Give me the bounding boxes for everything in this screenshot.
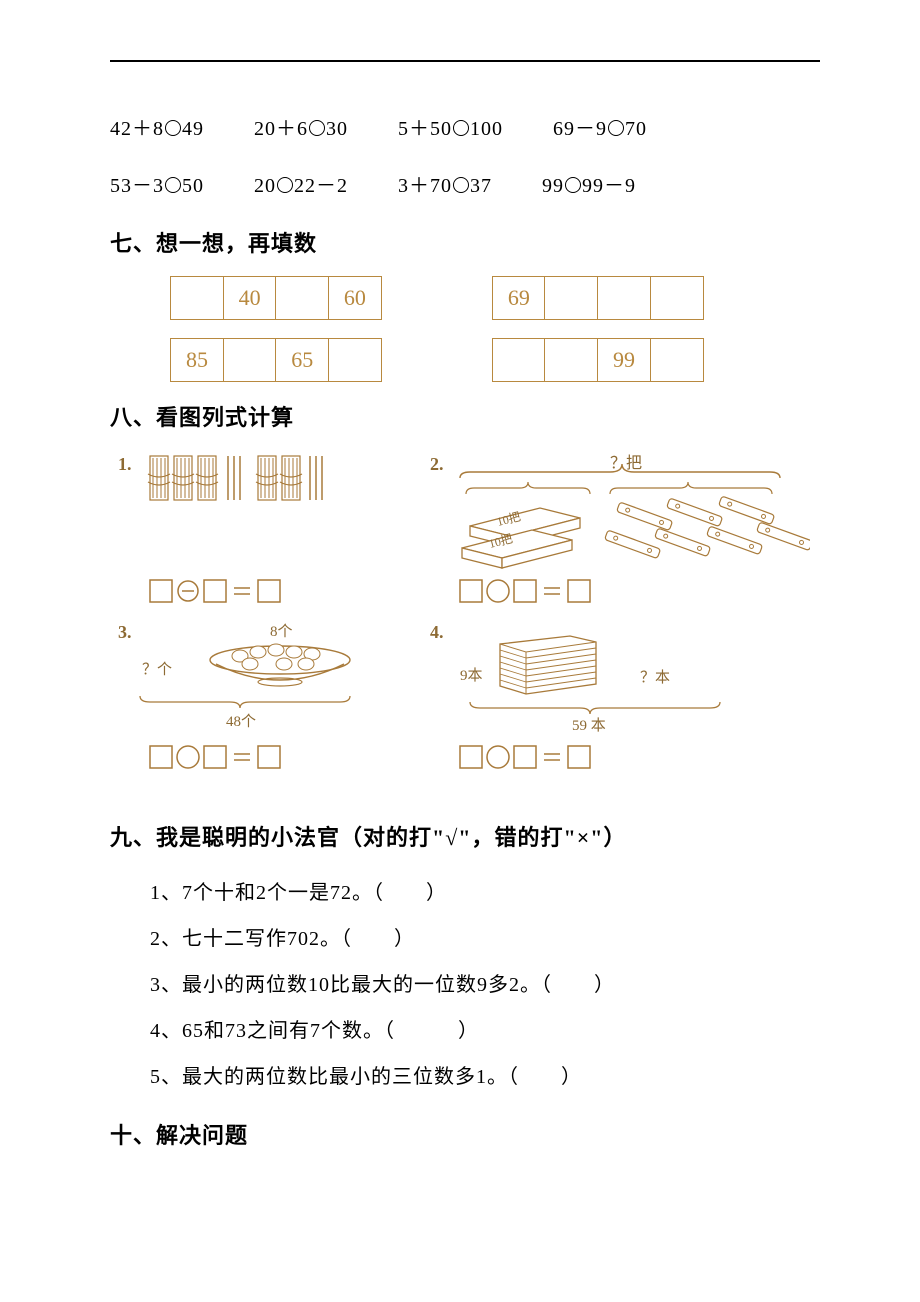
cell <box>597 276 651 320</box>
figure-problems: 1. 2. ？把 <box>110 450 820 790</box>
cell <box>223 338 277 382</box>
q4-59-label: 59 本 <box>572 717 606 734</box>
expr-cell: 69－970 <box>553 112 647 141</box>
expr-cell: 2022－2 <box>254 169 348 198</box>
q3-8-label: 8个 <box>270 623 293 640</box>
judge-item: 5、最大的两位数比最小的三位数多1。（ ） <box>150 1054 820 1100</box>
cell <box>544 338 598 382</box>
expr-cell: 42＋849 <box>110 112 204 141</box>
table-row: 69 <box>492 276 704 320</box>
cell <box>492 338 546 382</box>
worksheet-page: 42＋849 20＋630 5＋50100 69－970 53－350 2022… <box>0 0 920 1228</box>
table-row: 40 60 <box>170 276 382 320</box>
cell <box>650 338 704 382</box>
table-row: 99 <box>492 338 704 382</box>
circle-icon <box>453 120 469 136</box>
bowl-icon <box>210 644 350 686</box>
cell <box>170 276 224 320</box>
q2-top-label: ？把 <box>610 454 642 472</box>
cell <box>650 276 704 320</box>
circle-icon <box>565 177 581 193</box>
q4-q-label: ？本 <box>640 669 670 686</box>
expr-cell: 53－350 <box>110 169 204 198</box>
circle-icon <box>165 177 181 193</box>
circle-icon <box>165 120 181 136</box>
expr-row-2: 53－350 2022－2 3＋7037 9999－9 <box>110 169 820 198</box>
expr-row-1: 42＋849 20＋630 5＋50100 69－970 <box>110 112 820 141</box>
cell: 60 <box>328 276 382 320</box>
cell: 85 <box>170 338 224 382</box>
table-left: 40 60 85 65 <box>170 276 382 382</box>
top-rule <box>110 60 820 62</box>
heading-8: 八、看图列式计算 <box>110 400 820 432</box>
circle-icon <box>608 120 624 136</box>
problems-svg: 1. 2. ？把 <box>110 450 810 790</box>
expr-cell: 3＋7037 <box>398 169 492 198</box>
judge-item: 4、65和73之间有7个数。（ ） <box>150 1008 820 1054</box>
cell <box>328 338 382 382</box>
expr-cell: 9999－9 <box>542 169 636 198</box>
table-row: 85 65 <box>170 338 382 382</box>
cell: 65 <box>275 338 329 382</box>
judge-item: 2、七十二写作702。（ ） <box>150 916 820 962</box>
book-stack-icon <box>500 636 596 694</box>
fill-number-tables: 40 60 85 65 69 99 <box>170 276 820 382</box>
heading-10: 十、解决问题 <box>110 1118 820 1150</box>
circle-icon <box>277 177 293 193</box>
cell: 99 <box>597 338 651 382</box>
cell <box>275 276 329 320</box>
rulers-icon <box>605 496 810 559</box>
q3-48-label: 48个 <box>226 713 256 730</box>
q3-label: 3. <box>118 622 132 642</box>
q3-q-label: ？个 <box>142 661 172 678</box>
q1-label: 1. <box>118 454 132 474</box>
judge-list: 1、7个十和2个一是72。（ ） 2、七十二写作702。（ ） 3、最小的两位数… <box>150 870 820 1100</box>
cell: 40 <box>223 276 277 320</box>
q2-label: 2. <box>430 454 444 474</box>
q4-label: 4. <box>430 622 444 642</box>
judge-item: 3、最小的两位数10比最大的一位数9多2。（ ） <box>150 962 820 1008</box>
heading-7: 七、想一想，再填数 <box>110 226 820 258</box>
circle-icon <box>309 120 325 136</box>
q4-9-label: 9本 <box>460 667 483 684</box>
judge-item: 1、7个十和2个一是72。（ ） <box>150 870 820 916</box>
table-right: 69 99 <box>492 276 704 382</box>
cell: 69 <box>492 276 546 320</box>
circle-icon <box>453 177 469 193</box>
cell <box>544 276 598 320</box>
expr-cell: 20＋630 <box>254 112 348 141</box>
heading-9: 九、我是聪明的小法官（对的打"√"，错的打"×"） <box>110 820 820 852</box>
expr-cell: 5＋50100 <box>398 112 503 141</box>
